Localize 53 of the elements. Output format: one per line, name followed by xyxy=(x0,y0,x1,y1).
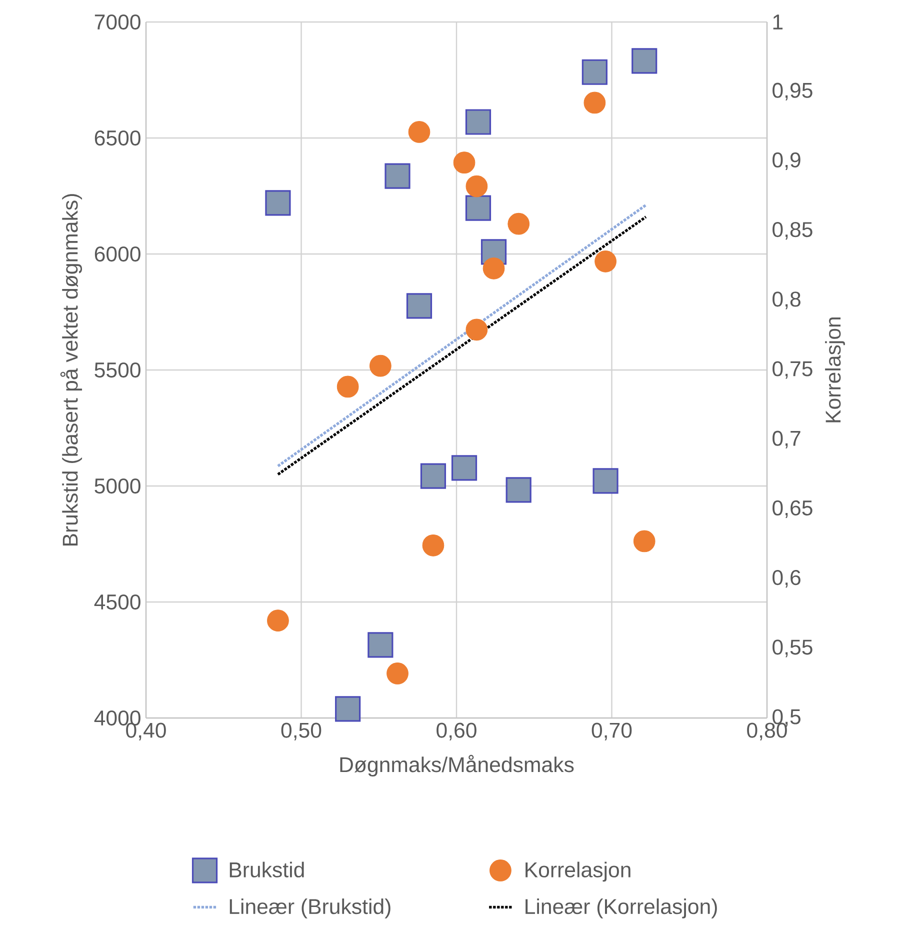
y2-axis-title: Korrelasjon xyxy=(825,317,845,422)
point xyxy=(406,293,432,319)
point xyxy=(508,212,530,235)
point xyxy=(369,354,392,377)
point xyxy=(408,121,430,143)
y-axis-title: Brukstid (basert på vektet døgnmaks) xyxy=(60,194,82,546)
point xyxy=(466,175,488,198)
y2-tick-label: 0,85 xyxy=(772,222,812,240)
y-tick-label: 7000 xyxy=(94,14,140,30)
x-tick-label: 0,60 xyxy=(436,722,476,740)
y2-tick-label: 0,55 xyxy=(772,640,812,658)
legend-label: Lineær (Korrelasjon) xyxy=(526,898,717,918)
y-tick-label: 5000 xyxy=(94,478,140,494)
point xyxy=(384,163,410,189)
point xyxy=(420,463,446,489)
y2-tick-label: 0,6 xyxy=(772,570,800,588)
legend-label: Korrelasjon xyxy=(526,862,630,882)
x-tick-label: 0,70 xyxy=(592,722,632,740)
point xyxy=(594,250,616,272)
point xyxy=(506,477,532,503)
point xyxy=(592,468,618,494)
point xyxy=(584,92,606,114)
y2-tick-label: 0,75 xyxy=(772,361,812,379)
point xyxy=(466,318,488,341)
point xyxy=(267,610,289,632)
y2-tick-label: 0,95 xyxy=(772,82,812,100)
legend-label: Lineær (Brukstid) xyxy=(230,898,390,918)
point xyxy=(451,455,478,481)
point xyxy=(582,59,608,85)
x-tick-label: 0,50 xyxy=(281,722,322,740)
point xyxy=(422,534,444,556)
x-axis-title: Døgnmaks/Månedsmaks xyxy=(340,754,574,776)
point xyxy=(482,257,505,280)
point xyxy=(465,109,492,135)
point xyxy=(336,376,359,398)
y2-tick-label: 0,9 xyxy=(772,152,800,170)
y-tick-label: 6000 xyxy=(94,246,140,262)
point xyxy=(386,662,408,684)
y-tick-label: 5500 xyxy=(94,362,140,378)
point xyxy=(265,190,291,216)
point xyxy=(465,195,492,221)
point xyxy=(632,48,658,74)
y2-tick-label: 1 xyxy=(773,14,783,30)
y-tick-label: 6500 xyxy=(94,130,140,146)
legend-label: Brukstid xyxy=(230,862,304,878)
y2-tick-label: 0,65 xyxy=(772,500,812,518)
y2-tick-label: 0,8 xyxy=(772,292,800,310)
y-tick-label: 4500 xyxy=(94,594,140,610)
y2-tick-label: 0,7 xyxy=(772,430,800,448)
point xyxy=(368,632,394,658)
point xyxy=(335,696,361,722)
point xyxy=(453,152,476,174)
point xyxy=(633,530,656,552)
